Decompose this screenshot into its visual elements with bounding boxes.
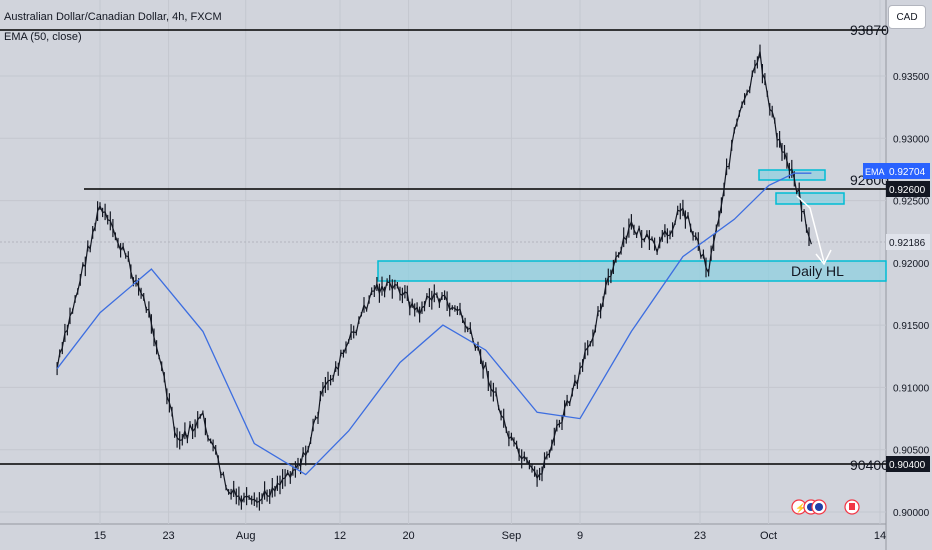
price-tick-label: 0.91000 <box>893 383 930 394</box>
time-tick-label: Sep <box>502 530 522 542</box>
level-price-tag-90400: 0.90400 <box>886 456 930 472</box>
time-tick-label: Aug <box>236 530 256 542</box>
level-label-93870: 93870 <box>850 22 889 38</box>
projection-arrow <box>796 195 825 263</box>
svg-text:⚡: ⚡ <box>795 502 806 514</box>
projection-arrowhead <box>815 249 832 266</box>
chart-title: Australian Dollar/Canadian Dollar, 4h, F… <box>4 11 222 23</box>
time-axis-ticks: 15 23 Aug 12 20 Sep 9 23 Oct 14 <box>94 530 886 542</box>
price-tick-label: 0.93500 <box>893 72 930 83</box>
zone-daily-hl[interactable] <box>377 260 887 282</box>
time-tick-label: 15 <box>94 530 106 542</box>
indicator-label[interactable]: EMA (50, close) <box>4 31 82 43</box>
svg-text:0.92600: 0.92600 <box>889 185 926 196</box>
price-axis-ticks: 0.93500 0.93000 0.92500 0.92000 0.91500 0.910… <box>893 72 930 519</box>
ema-series-line <box>56 172 812 476</box>
price-tick-label: 0.93000 <box>893 134 930 145</box>
svg-text:0.90400: 0.90400 <box>889 460 926 471</box>
zone-label-daily-hl: Daily HL <box>791 263 844 279</box>
time-tick-label: 20 <box>402 530 414 542</box>
svg-text:EMA: EMA <box>865 167 885 177</box>
zone-resistance-box[interactable] <box>775 192 845 205</box>
price-series-line <box>56 51 812 505</box>
time-tick-label: 23 <box>162 530 174 542</box>
time-tick-label: 14 <box>874 530 886 542</box>
ema-price-tag: EMA 0.92704 <box>863 163 930 179</box>
level-price-tag-92600: 0.92600 <box>886 181 930 197</box>
price-tick-label: 0.90000 <box>893 508 930 519</box>
level-label-90400: 90400 <box>850 457 889 473</box>
price-tick-label: 0.91500 <box>893 321 930 332</box>
currency-button[interactable]: CAD <box>888 5 926 29</box>
price-tick-label: 0.90500 <box>893 446 930 457</box>
last-price-tag: 0.92186 <box>886 234 930 250</box>
time-tick-label: 23 <box>694 530 706 542</box>
svg-text:0.92186: 0.92186 <box>889 238 926 249</box>
price-tick-label: 0.92000 <box>893 259 930 270</box>
event-flag-icons[interactable]: ⚡ <box>791 499 860 515</box>
price-tick-label: 0.92500 <box>893 197 930 208</box>
time-tick-label: 12 <box>334 530 346 542</box>
svg-text:0.92704: 0.92704 <box>889 167 926 178</box>
time-tick-label: 9 <box>577 530 583 542</box>
time-tick-label: Oct <box>760 530 777 542</box>
